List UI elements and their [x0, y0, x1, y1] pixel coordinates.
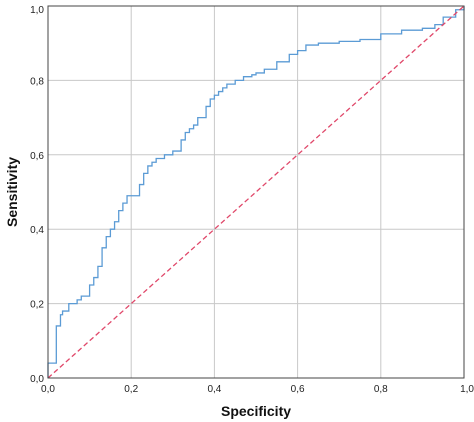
plot-frame — [47, 5, 465, 379]
reference-diagonal-line — [47, 5, 465, 379]
x-tick-label: 0,6 — [291, 384, 305, 395]
roc-curve-line — [47, 6, 465, 378]
y-tick-label: 0,0 — [30, 374, 44, 385]
x-tick-label: 0,4 — [207, 384, 221, 395]
x-tick-label: 1,0 — [460, 384, 474, 395]
y-tick-label: 0,8 — [30, 76, 44, 87]
x-tick-label: 0,0 — [41, 384, 55, 395]
series-layer — [47, 5, 465, 379]
y-tick-label: 0,6 — [30, 151, 44, 162]
y-tick-label: 0,2 — [30, 300, 44, 311]
x-tick-labels: 0,0 0,2 0,4 0,6 0,8 1,0 — [41, 384, 474, 395]
y-axis-title: Sensitivity — [4, 157, 20, 227]
y-tick-labels: 0,0 0,2 0,4 0,6 0,8 1,0 — [30, 5, 44, 385]
y-tick-label: 1,0 — [30, 5, 44, 16]
x-axis-title: Specificity — [221, 403, 291, 419]
x-tick-label: 0,2 — [124, 384, 138, 395]
x-tick-label: 0,8 — [374, 384, 388, 395]
grid-lines — [48, 6, 464, 378]
y-tick-label: 0,4 — [30, 225, 44, 236]
